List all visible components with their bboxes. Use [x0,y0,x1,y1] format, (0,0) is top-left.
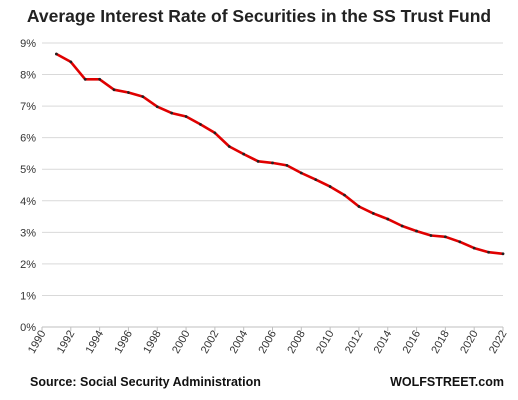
y-tick-label: 6% [20,133,36,145]
x-tick-label: 2006 [256,329,279,356]
y-tick-label: 5% [20,164,36,176]
data-point [371,212,375,215]
y-tick-label: 2% [20,259,36,271]
data-point [487,250,490,254]
series-line [55,52,505,256]
data-point [242,152,246,156]
data-point [314,178,318,182]
x-tick-label: 2002 [199,329,222,356]
y-tick-label: 3% [20,227,36,239]
data-point [199,123,202,126]
series-layer [55,52,505,256]
data-point [170,111,174,115]
x-tick-label: 2016 [401,329,424,356]
data-point [443,235,447,239]
x-tick-label: 2020 [458,329,481,356]
y-tick-label: 0% [20,322,36,334]
data-point [386,217,390,221]
data-point [271,161,274,165]
x-axis-ticks: 1990 1992 1994 1996 1998 2000 2002 2004 2006 2008… [26,327,510,356]
data-point [400,224,404,228]
x-tick-label: 2010 [314,329,337,356]
x-tick-label: 1996 [112,329,135,356]
x-tick-label: 1998 [141,329,164,356]
gridlines [42,42,503,328]
data-point [415,229,418,233]
data-point [343,193,346,197]
x-tick-label: 2022 [487,329,510,356]
data-point [141,95,145,99]
data-point [357,205,361,208]
y-tick-label: 9% [20,38,36,50]
data-point [472,246,476,250]
data-point [55,52,58,56]
x-tick-label: 2008 [285,329,308,356]
data-point [112,88,116,92]
y-tick-label: 1% [20,290,36,302]
x-tick-label: 2018 [429,329,452,356]
data-point [155,105,159,109]
x-tick-label: 1992 [55,329,78,356]
source-note: Source: Social Security Administration [30,375,261,389]
y-tick-label: 8% [20,70,36,82]
x-tick-label: 2014 [372,329,395,356]
y-tick-label: 4% [20,196,36,208]
x-tick-label: 2012 [343,329,366,356]
data-point [328,185,332,188]
x-tick-label: 2000 [170,329,193,356]
data-point [227,145,231,148]
chart-title: Average Interest Rate of Securities in t… [26,6,492,26]
data-point [299,171,303,175]
data-point [98,77,102,81]
data-point [501,252,505,256]
data-point [285,164,289,167]
data-point [184,115,188,118]
x-tick-label: 2004 [228,329,251,356]
data-point [256,159,260,163]
data-point [83,77,87,81]
y-axis-ticks: 0% 1% 2% 3% 4% 5% 6% 7% 8% 9% [20,38,36,334]
data-point [213,131,217,135]
y-tick-label: 7% [20,101,36,113]
data-point [69,60,73,64]
data-point [127,91,130,94]
x-tick-label: 1994 [84,329,107,356]
brand-watermark: WOLFSTREET.com [390,375,504,389]
data-point [429,234,433,237]
data-point [458,240,462,244]
